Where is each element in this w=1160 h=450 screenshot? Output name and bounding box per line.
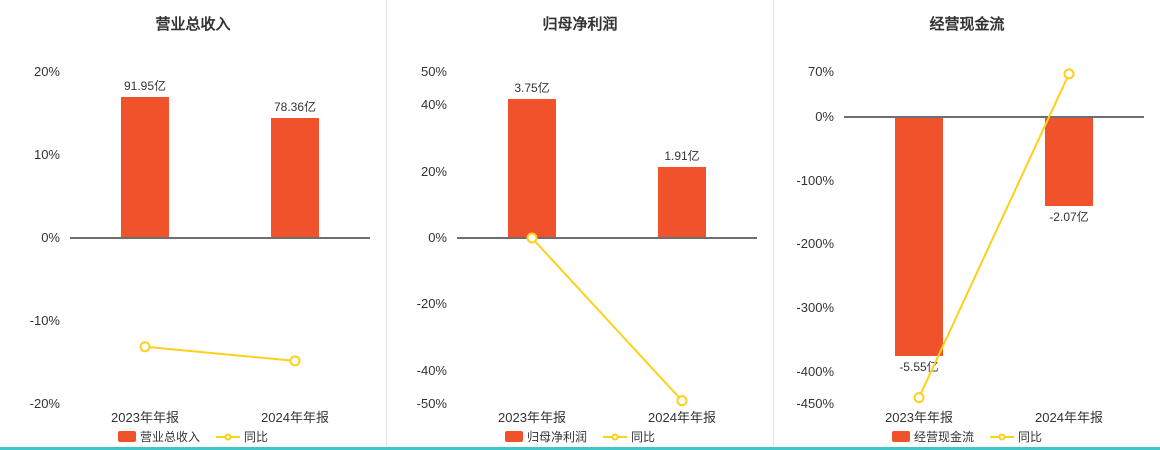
trend-point: [1063, 68, 1075, 80]
y-tick-label: 70%: [807, 64, 834, 79]
bar: [271, 117, 319, 238]
plot-area: 50% 40% 20% 0% -20% -40% -50% 3.75亿 1.91亿: [387, 64, 757, 411]
plot-area: 20% 10% 0% -10% -20% 91.95亿 78.36亿: [0, 64, 370, 411]
bottom-accent-line: [0, 447, 1160, 450]
y-tick-label: -300%: [796, 300, 834, 316]
legend: 营业总收入 同比: [0, 428, 386, 445]
legend-item-bar[interactable]: 归母净利润: [504, 428, 587, 445]
y-tick-label: 40%: [420, 97, 447, 113]
legend-label: 经营现金流: [913, 430, 974, 444]
y-tick-label: -40%: [416, 362, 447, 378]
axis-zero-line: [457, 237, 757, 239]
legend-item-line[interactable]: 同比: [603, 428, 655, 445]
legend-item-line[interactable]: 同比: [990, 428, 1042, 445]
y-tick-label: 20%: [33, 64, 60, 79]
panel-operating-revenue: 营业总收入 20% 10% 0% -10% -20% 91.95亿 78.36亿 2023年…: [0, 0, 387, 450]
y-tick-label: -10%: [29, 313, 60, 328]
panel-net-profit: 归母净利润 50% 40% 20% 0% -20% -40% -50% 3.75亿 1.91亿 …: [387, 0, 774, 450]
plot-area: 70% 0% -100% -200% -300% -400% -450% -5.55亿 -2.0…: [774, 64, 1144, 411]
y-tick-label: 20%: [420, 163, 447, 179]
y-tick-label: -20%: [29, 396, 60, 411]
legend-label: 归母净利润: [526, 430, 587, 444]
bar: [121, 96, 169, 238]
legend-label: 同比: [1018, 430, 1043, 444]
bar: [508, 98, 556, 238]
chart-title: 归母净利润: [542, 16, 618, 33]
y-tick-label: 0%: [428, 230, 447, 245]
legend-label: 同比: [244, 430, 269, 444]
bar-value-label: 3.75亿: [514, 80, 550, 95]
trend-point: [139, 341, 151, 353]
x-label: 2023年年报: [111, 410, 179, 425]
bar: [658, 166, 706, 238]
legend: 归母净利润 同比: [387, 428, 773, 445]
line-marker-icon: [990, 431, 1014, 442]
legend-label: 营业总收入: [139, 430, 200, 444]
bar-value-label: 1.91亿: [664, 148, 700, 163]
trend-line-svg: [913, 68, 1075, 404]
legend: 经营现金流 同比: [774, 428, 1160, 445]
y-tick-label: -200%: [796, 236, 834, 252]
trend-point: [913, 392, 925, 404]
bar: [895, 116, 943, 357]
y-tick-label: 0%: [815, 108, 834, 124]
trend-point: [289, 355, 301, 367]
chart-title: 营业总收入: [155, 16, 231, 33]
axis-zero-line: [844, 115, 1144, 118]
y-tick-label: -20%: [416, 296, 447, 312]
line-marker-icon: [216, 431, 240, 442]
line-marker-icon: [603, 431, 627, 442]
y-tick-label: -100%: [796, 172, 834, 188]
bar-value-label: 78.36亿: [273, 99, 317, 114]
legend-item-line[interactable]: 同比: [216, 428, 268, 445]
bar-value-label: -2.07亿: [1049, 210, 1089, 224]
x-label: 2023年年报: [498, 410, 566, 425]
bar-value-label: -5.55亿: [899, 360, 939, 375]
x-label: 2024年年报: [648, 410, 716, 425]
bar: [1045, 116, 1093, 206]
y-tick-label: -50%: [416, 396, 447, 411]
x-label: 2023年年报: [885, 410, 953, 425]
y-tick-label: -450%: [796, 396, 834, 411]
y-tick-label: -400%: [796, 364, 834, 380]
x-label: 2024年年报: [261, 410, 329, 425]
legend-item-bar[interactable]: 经营现金流: [891, 428, 974, 445]
panel-operating-cashflow: 经营现金流 70% 0% -100% -200% -300% -400% -450% -5.5…: [774, 0, 1160, 450]
x-label: 2024年年报: [1035, 410, 1103, 425]
bar-swatch-icon: [504, 431, 523, 442]
bar-value-label: 91.95亿: [123, 78, 167, 93]
y-tick-label: 0%: [41, 230, 60, 245]
legend-label: 同比: [631, 430, 656, 444]
y-tick-label: 10%: [33, 147, 60, 162]
axis-zero-line: [70, 237, 370, 239]
legend-item-bar[interactable]: 营业总收入: [117, 428, 200, 445]
y-tick-label: 50%: [420, 64, 447, 79]
bar-swatch-icon: [891, 431, 910, 442]
trend-point: [676, 395, 688, 407]
bar-swatch-icon: [117, 431, 136, 442]
chart-title: 经营现金流: [929, 16, 1005, 33]
